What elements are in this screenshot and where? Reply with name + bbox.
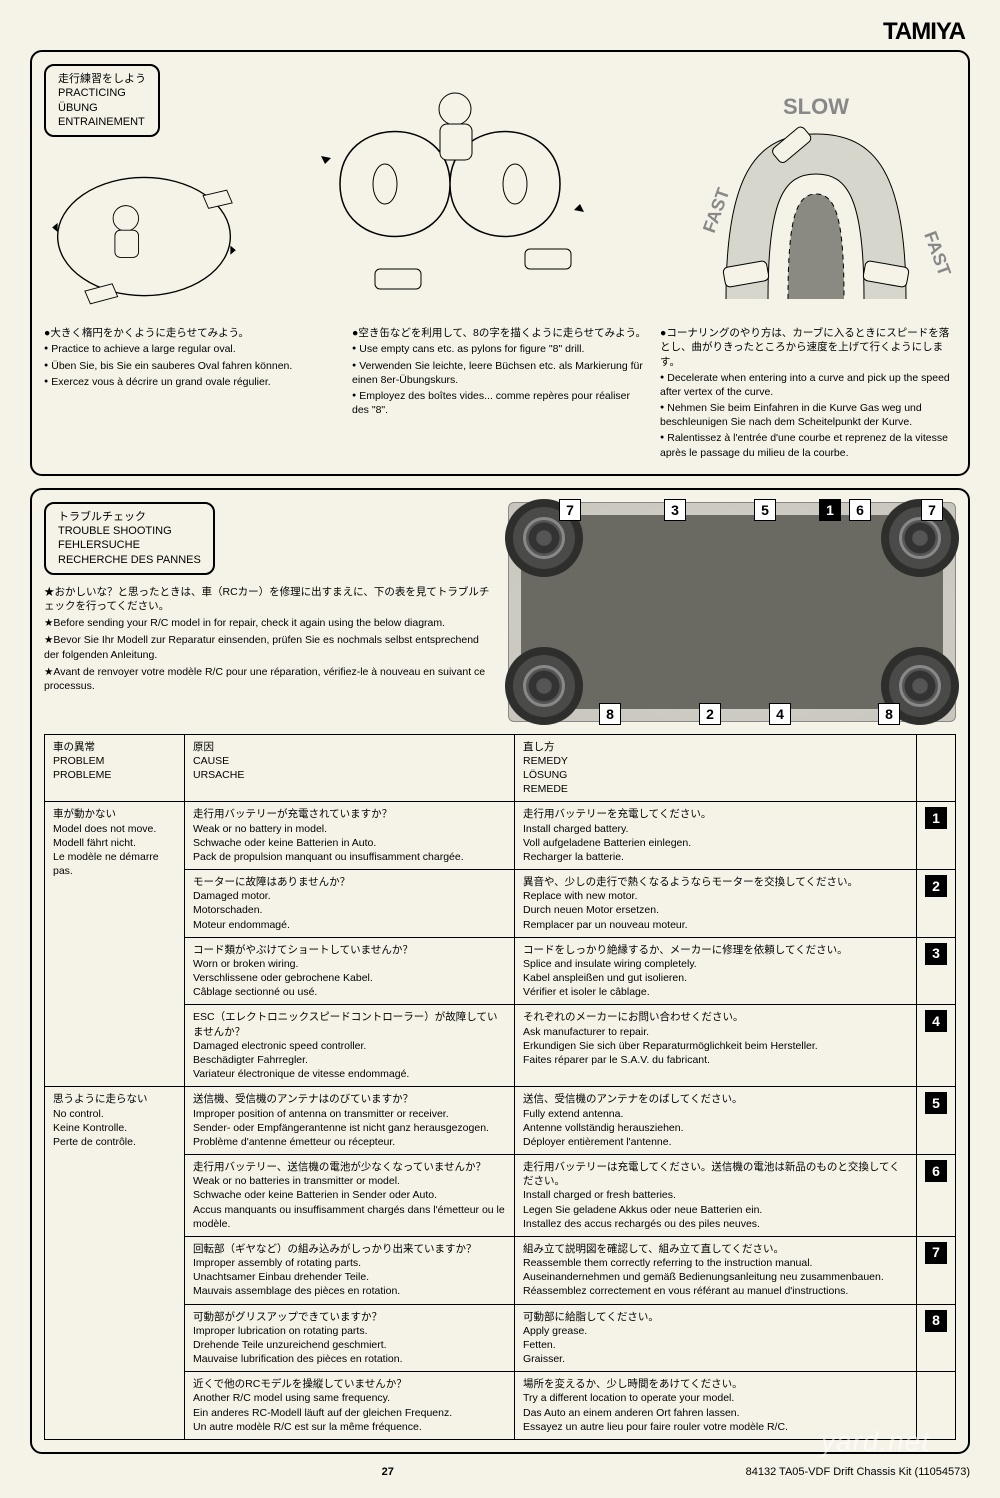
trouble-notes: ★おかしいな？と思ったときは、車（RCカー）を修理に出すまえに、下の表を見てトラ… xyxy=(44,585,490,693)
page-footer: 27 84132 TA05-VDF Drift Chassis Kit (110… xyxy=(30,1466,970,1478)
callout-4: 4 xyxy=(769,703,791,725)
practice-title: 走行練習をしよう PRACTICING ÜBUNG ENTRAINEMENT xyxy=(44,64,160,137)
callout-7a: 7 xyxy=(559,499,581,521)
practice-caption-3: ●コーナリングのやり方は、カーブに入るときにスピードを落とし、曲がりきったところ… xyxy=(660,326,956,462)
callout-6: 6 xyxy=(849,499,871,521)
table-header: 車の異常 PROBLEM PROBLEME 原因 CAUSE URSACHE 直… xyxy=(45,734,956,802)
trouble-panel: トラブルチェック TROUBLE SHOOTING FEHLERSUCHE RE… xyxy=(30,488,970,1454)
figure8-illustration xyxy=(256,64,664,304)
table-row: 車が動かないModel does not move.Modell fährt n… xyxy=(45,802,956,870)
callout-3: 3 xyxy=(664,499,686,521)
footer-code: 84132 TA05-VDF Drift Chassis Kit (110545… xyxy=(746,1466,970,1478)
corner-illustration: SLOW FAST FAST xyxy=(676,64,956,304)
practice-panel: 走行練習をしよう PRACTICING ÜBUNG ENTRAINEMENT xyxy=(30,50,970,476)
callout-7b: 7 xyxy=(921,499,943,521)
chassis-photo: 7 3 5 1 6 7 8 2 4 8 xyxy=(508,502,956,722)
trouble-title: トラブルチェック TROUBLE SHOOTING FEHLERSUCHE RE… xyxy=(44,502,215,575)
page-number: 27 xyxy=(382,1466,394,1478)
callout-8a: 8 xyxy=(599,703,621,725)
callout-1: 1 xyxy=(819,499,841,521)
trouble-table: 車の異常 PROBLEM PROBLEME 原因 CAUSE URSACHE 直… xyxy=(44,734,956,1440)
oval-illustration xyxy=(44,147,244,317)
slow-label: SLOW xyxy=(783,94,849,119)
callout-5: 5 xyxy=(754,499,776,521)
fast-label-l: FAST xyxy=(699,185,734,235)
callout-2: 2 xyxy=(699,703,721,725)
callout-8b: 8 xyxy=(878,703,900,725)
brand-logo: TAMIYA xyxy=(883,18,965,46)
practice-caption-2: ●空き缶などを利用して、8の字を描くように走らせてみよう。 Use empty … xyxy=(352,326,648,462)
practice-caption-1: ●大きく楕円をかくように走らせてみよう。 Practice to achieve… xyxy=(44,326,340,462)
table-row: 思うように走らないNo control.Keine Kontrolle.Pert… xyxy=(45,1087,956,1155)
fast-label-r: FAST xyxy=(920,229,955,279)
